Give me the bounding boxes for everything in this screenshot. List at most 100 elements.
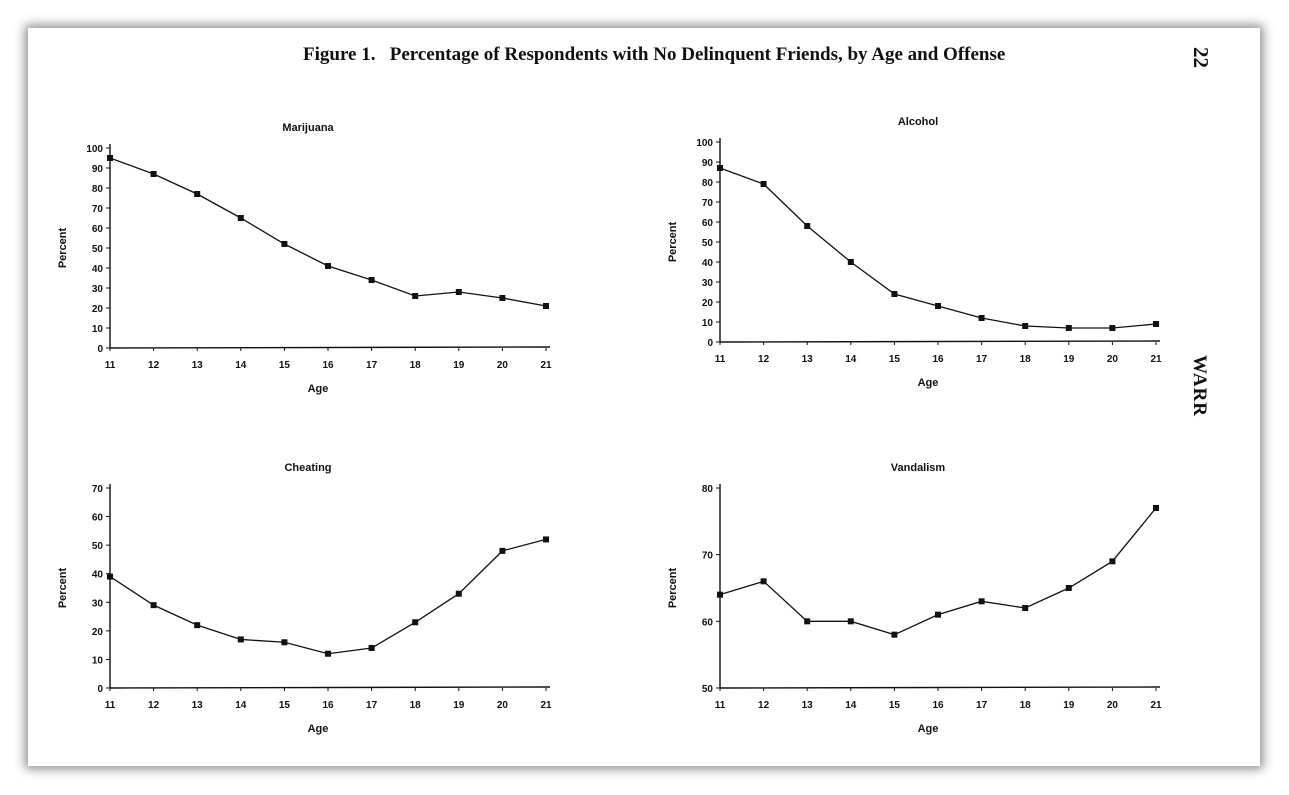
x-axis: [109, 346, 551, 349]
document-page: Figure 1. Percentage of Respondents with…: [28, 28, 1260, 766]
data-point: [543, 536, 549, 543]
chart-title: Alcohol: [898, 116, 938, 128]
y-tick-label: 100: [696, 138, 713, 149]
x-tick-label: 16: [932, 700, 944, 711]
x-tick-label: 18: [1020, 354, 1032, 365]
x-tick-label: 16: [322, 360, 334, 371]
chart-title: Marijuana: [282, 122, 334, 134]
figure-label: Figure 1.: [303, 44, 376, 65]
y-tick-label: 90: [702, 158, 714, 169]
x-tick-label: 14: [235, 360, 247, 371]
y-tick-label: 20: [702, 298, 714, 309]
x-tick-label: 12: [758, 700, 770, 711]
figure-title-text: Percentage of Respondents with No Delinq…: [389, 44, 1006, 65]
y-tick-label: 30: [92, 284, 104, 295]
data-point: [499, 547, 506, 554]
x-tick-label: 21: [1150, 700, 1162, 711]
data-point: [935, 611, 941, 618]
x-tick-label: 15: [279, 700, 291, 711]
x-tick-label: 11: [715, 354, 726, 365]
data-point: [1153, 505, 1159, 511]
y-tick-label: 20: [92, 304, 104, 315]
data-point: [150, 602, 157, 609]
data-point: [760, 181, 767, 187]
x-tick-label: 20: [1107, 700, 1119, 711]
data-point: [455, 590, 462, 597]
data-point: [978, 315, 985, 321]
y-tick-label: 80: [702, 484, 714, 495]
x-tick-label: 11: [715, 700, 726, 711]
data-point: [1065, 585, 1072, 591]
y-tick-label: 0: [707, 338, 713, 349]
x-tick-label: 20: [497, 360, 509, 371]
y-tick-label: 50: [702, 684, 714, 695]
y-tick-label: 40: [92, 570, 104, 581]
y-tick-label: 90: [92, 164, 104, 175]
y-tick-label: 0: [97, 344, 103, 355]
x-tick-label: 12: [148, 700, 160, 711]
x-tick-label: 13: [802, 700, 814, 711]
y-tick-label: 70: [92, 484, 104, 495]
data-point: [1065, 325, 1072, 331]
data-point: [1022, 605, 1029, 611]
data-point: [325, 263, 331, 269]
x-tick-label: 17: [366, 700, 378, 711]
x-tick-label: 11: [105, 700, 116, 711]
x-tick-label: 13: [802, 354, 814, 365]
x-tick-label: 14: [845, 700, 857, 711]
y-axis-label: Percent: [57, 227, 69, 268]
data-point: [717, 165, 723, 171]
data-point: [760, 578, 767, 585]
y-tick-label: 70: [92, 204, 104, 215]
x-axis-label: Age: [308, 383, 329, 395]
x-tick-label: 20: [1107, 354, 1119, 365]
x-tick-label: 16: [322, 700, 334, 711]
y-tick-label: 100: [86, 144, 103, 155]
x-tick-label: 12: [148, 360, 160, 371]
cheating-chart: Cheating 0 10 20 30 40 50 60 70 11 12 13 14 15 16 17 18 1…: [57, 462, 552, 735]
data-point: [412, 619, 419, 626]
y-tick-label: 30: [702, 278, 714, 289]
x-tick-label: 18: [1020, 700, 1032, 711]
y-tick-label: 80: [92, 184, 104, 195]
y-tick-label: 60: [92, 224, 104, 235]
y-axis-label: Percent: [667, 567, 679, 608]
x-axis-label: Age: [918, 377, 939, 389]
y-tick-label: 10: [92, 655, 104, 666]
data-point: [804, 618, 811, 625]
data-point: [499, 295, 506, 301]
x-tick-label: 18: [410, 360, 422, 371]
series-line: [109, 538, 547, 655]
data-point: [891, 291, 898, 297]
data-point: [412, 293, 419, 299]
y-tick-label: 10: [92, 324, 104, 335]
data-point: [194, 622, 201, 629]
x-axis: [719, 340, 1161, 343]
x-axis: [109, 686, 551, 689]
data-point: [107, 155, 113, 161]
x-tick-label: 21: [540, 700, 552, 711]
data-point: [107, 573, 113, 580]
x-tick-label: 20: [497, 700, 509, 711]
y-tick-label: 70: [702, 198, 714, 209]
y-tick-label: 40: [92, 264, 104, 275]
x-axis-label: Age: [308, 723, 329, 735]
x-tick-label: 19: [1063, 700, 1075, 711]
x-tick-label: 17: [976, 354, 988, 365]
page-number: 22: [1189, 47, 1213, 68]
x-tick-label: 17: [366, 360, 378, 371]
x-tick-label: 19: [453, 360, 465, 371]
data-point: [368, 645, 375, 651]
y-axis-label: Percent: [57, 567, 69, 608]
data-point: [325, 650, 331, 657]
y-tick-label: 60: [92, 513, 104, 524]
data-point: [455, 289, 462, 295]
figure-title: Figure 1. Percentage of Respondents with…: [303, 44, 1005, 66]
x-tick-label: 17: [976, 700, 988, 711]
data-point: [237, 636, 244, 643]
x-tick-label: 19: [1063, 354, 1075, 365]
chart-title: Vandalism: [891, 462, 946, 474]
x-tick-label: 14: [845, 354, 857, 365]
x-tick-label: 15: [279, 360, 291, 371]
data-point: [194, 191, 201, 197]
